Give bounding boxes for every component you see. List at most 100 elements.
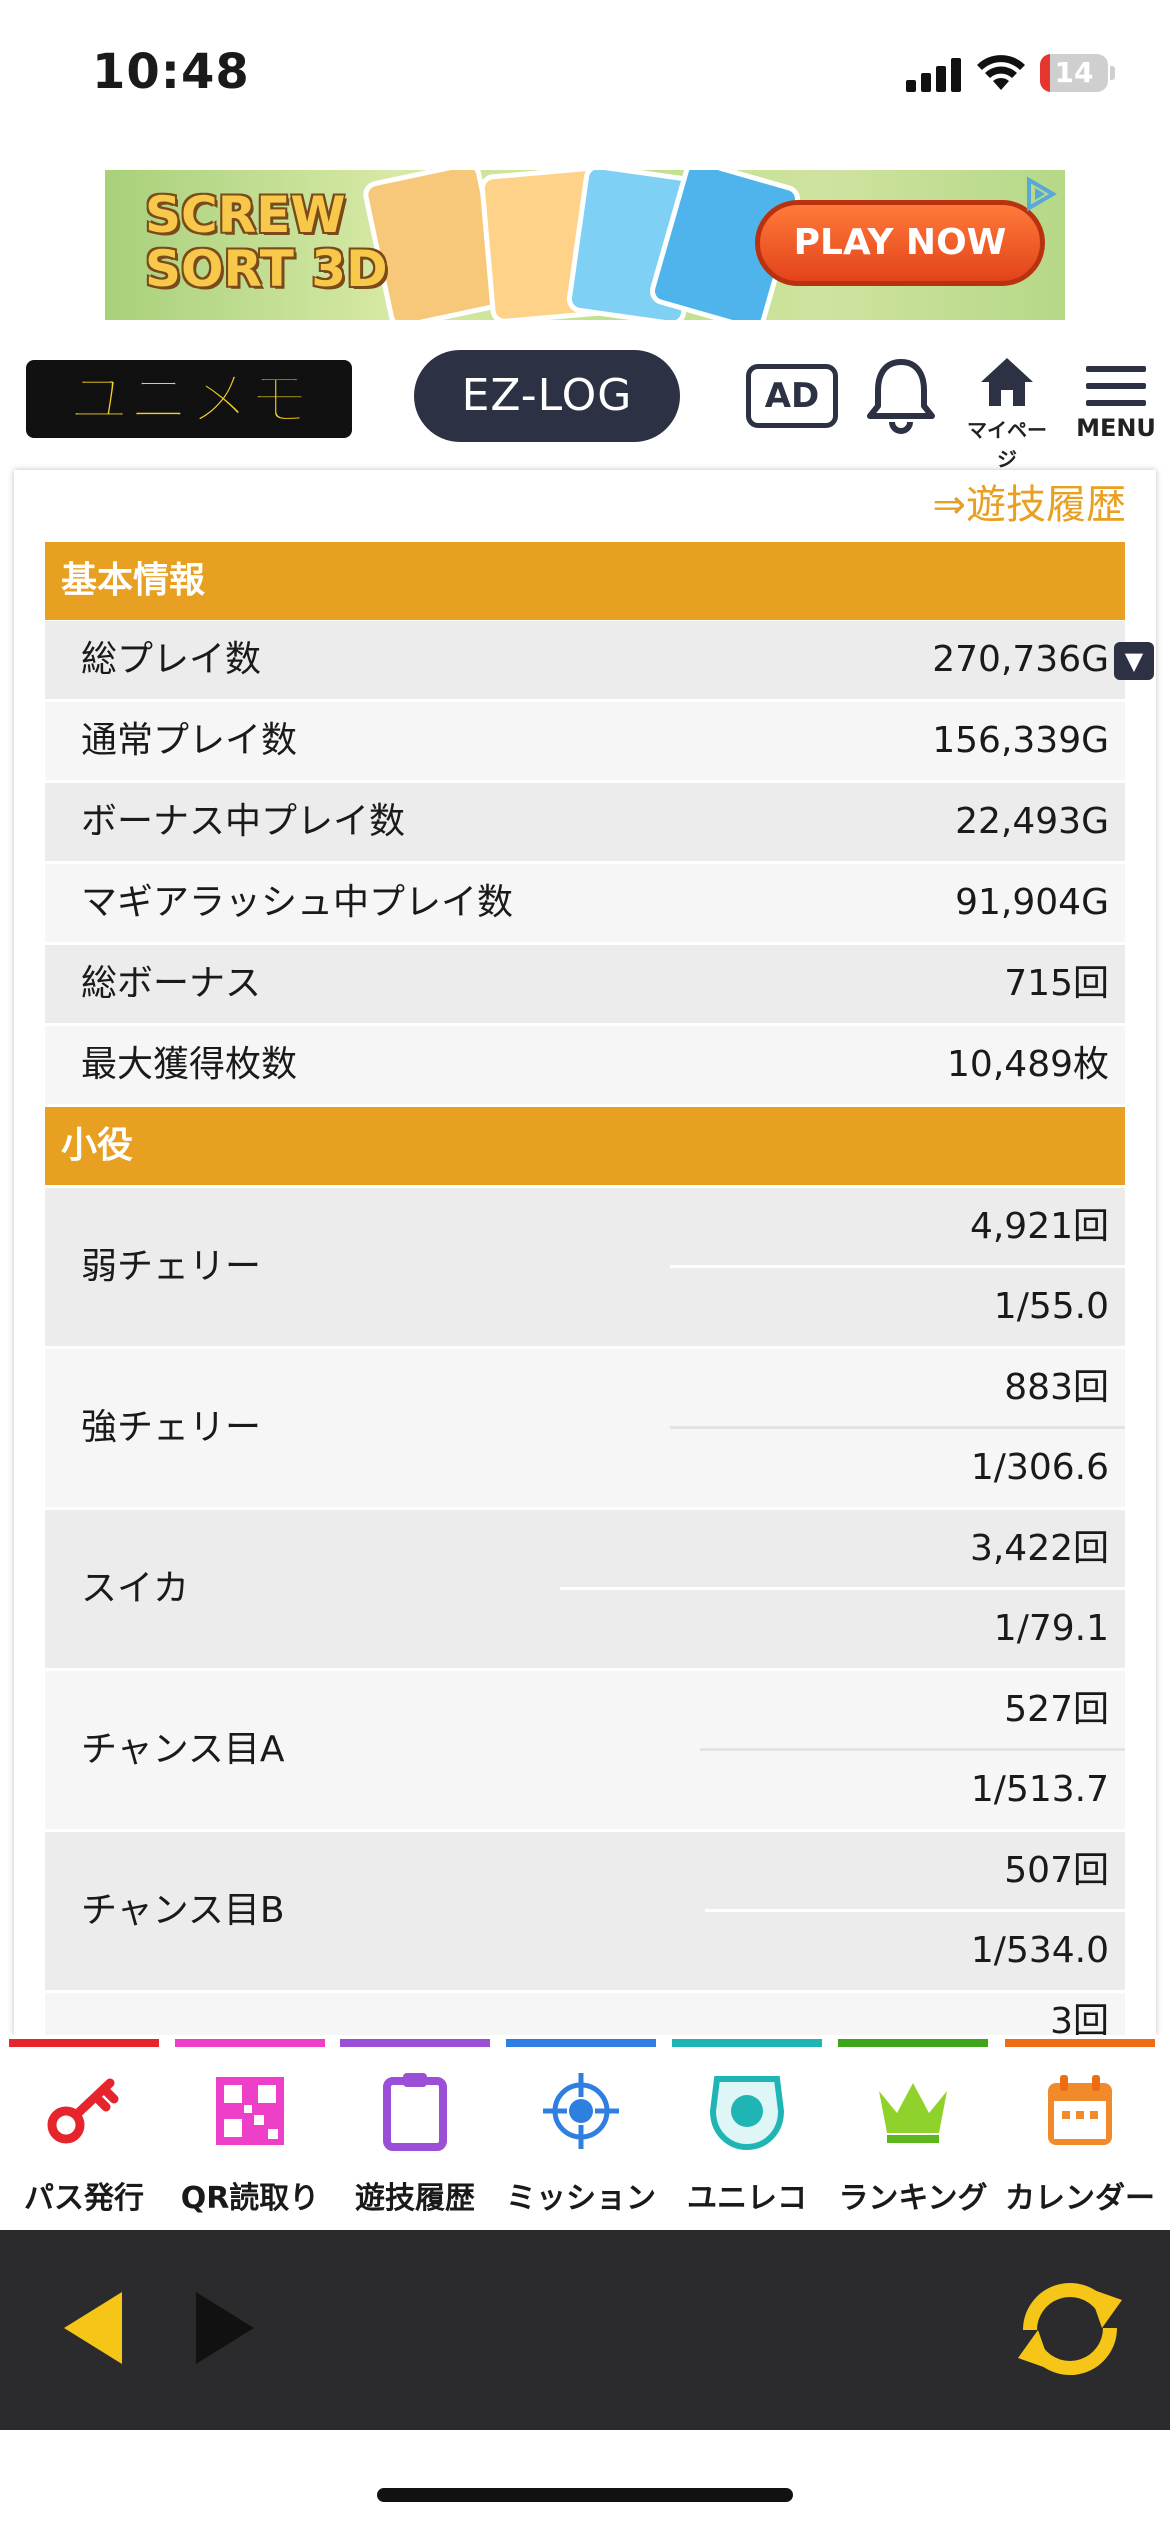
forward-arrow-icon[interactable] [188,2288,258,2368]
home-indicator[interactable] [377,2488,793,2502]
browser-toolbar [0,2230,1170,2430]
row-label: 弱チェリー [81,1246,262,1287]
nav-play-history[interactable]: 遊技履歴 [340,2035,490,2230]
small-roles-header: 小役 [45,1107,1125,1185]
nav-label: カレンダー [1005,2181,1155,2216]
row-rate: 1/55.0 [993,1286,1109,1327]
row-label: ボーナス中プレイ数 [81,801,406,842]
calendar-icon [1048,2075,1112,2145]
row-count: 3,422回 [969,1528,1109,1569]
row-value: 156,339G [932,720,1109,761]
row-value: 270,736G [932,639,1109,680]
cellular-signal-icon [906,58,961,92]
table-row: 通常プレイ数 156,339G [45,702,1125,780]
crown-icon [879,2083,947,2143]
row-label: チャンス目B [81,1890,285,1931]
basic-info-header: 基本情報 [45,542,1125,620]
ez-log-button[interactable]: EZ-LOG [414,350,680,442]
nav-ranking[interactable]: ランキング [838,2035,988,2230]
table-row: 3回 [45,1993,1125,2035]
menu-button[interactable]: MENU [1076,362,1156,452]
row-rate: 1/306.6 [970,1447,1109,1488]
row-rate: 1/534.0 [970,1930,1109,1971]
nav-mission[interactable]: ミッション [506,2035,656,2230]
qr-code-icon [216,2077,284,2145]
key-icon [47,2078,119,2144]
nav-qr-read[interactable]: QR読取り [175,2035,325,2230]
row-label: 強チェリー [81,1407,262,1448]
row-label: 総プレイ数 [81,639,262,680]
unimemo-logo[interactable]: ユニメモ [24,358,354,440]
row-value: 91,904G [955,882,1109,923]
battery-icon: 14 [1040,54,1115,92]
nav-calendar[interactable]: カレンダー [1005,2035,1155,2230]
ad-banner[interactable]: SCREW SORT 3D PLAY NOW [105,170,1065,320]
dropdown-toggle-icon[interactable]: ▼ [1114,642,1154,680]
bottom-nav: パス発行 QR読取り 遊技履歴 ミッション [0,2035,1170,2230]
nav-color-bar [1005,2039,1155,2047]
table-row: ボーナス中プレイ数 22,493G [45,783,1125,861]
mypage-button[interactable]: マイページ [962,354,1052,471]
ad-title: SCREW SORT 3D [145,186,388,298]
nav-label: QR読取り [180,2181,320,2216]
nav-label: パス発行 [24,2181,144,2216]
row-value: 22,493G [955,801,1109,842]
nav-color-bar [9,2039,159,2047]
ad-play-now-button[interactable]: PLAY NOW [755,200,1045,286]
table-row: マギアラッシュ中プレイ数 91,904G [45,864,1125,942]
nav-color-bar [340,2039,490,2047]
row-count: 3回 [1050,2001,1109,2035]
play-history-link[interactable]: ⇒遊技履歴 [932,482,1126,528]
bell-icon[interactable] [866,354,936,434]
ad-choices-icon[interactable] [1023,176,1059,212]
status-bar: 10:48 14 [0,0,1170,150]
row-value: 715回 [1004,963,1109,1004]
clipboard-icon [383,2073,447,2151]
wifi-icon [977,55,1025,90]
table-row: チャンス目B 507回 1/534.0 [45,1832,1125,1990]
nav-color-bar [672,2039,822,2047]
ad-button[interactable]: AD [746,364,838,428]
nav-pass-issue[interactable]: パス発行 [9,2035,159,2230]
reload-icon[interactable] [1010,2274,1130,2384]
row-label: 最大獲得枚数 [81,1044,298,1085]
nav-color-bar [506,2039,656,2047]
row-label: チャンス目A [81,1729,285,1770]
battery-percent: 14 [1054,56,1094,89]
row-count: 883回 [1004,1367,1109,1408]
row-count: 507回 [1004,1850,1109,1891]
row-value: 10,489枚 [947,1044,1109,1085]
row-label: マギアラッシュ中プレイ数 [81,882,514,923]
back-arrow-icon[interactable] [60,2288,130,2368]
logo-text: ユニメモ [69,365,309,435]
unireco-icon [709,2076,785,2151]
target-icon [543,2073,619,2149]
row-rate: 1/79.1 [993,1608,1109,1649]
row-rate: 1/513.7 [970,1769,1109,1810]
mypage-label: マイページ [967,418,1047,471]
table-row: 総ボーナス 715回 [45,945,1125,1023]
data-panel: ⇒遊技履歴 基本情報 総プレイ数 270,736G ▼ 通常プレイ数 156,3… [14,470,1156,2035]
table-row: 弱チェリー 4,921回 1/55.0 [45,1188,1125,1346]
nav-label: ランキング [838,2181,988,2216]
table-row: 総プレイ数 270,736G [45,621,1125,699]
nav-label: 遊技履歴 [355,2181,475,2216]
nav-label: ユニレコ [687,2181,807,2216]
table-row: スイカ 3,422回 1/79.1 [45,1510,1125,1668]
home-icon [981,358,1033,406]
hamburger-menu-icon [1086,366,1146,406]
nav-color-bar [175,2039,325,2047]
menu-label: MENU [1076,414,1156,442]
status-time: 10:48 [92,44,250,100]
table-row: 強チェリー 883回 1/306.6 [45,1349,1125,1507]
nav-label: ミッション [506,2181,656,2216]
table-row: 最大獲得枚数 10,489枚 [45,1026,1125,1104]
row-label: 総ボーナス [81,963,262,1004]
nav-color-bar [838,2039,988,2047]
nav-unireco[interactable]: ユニレコ [672,2035,822,2230]
row-label: 通常プレイ数 [81,720,298,761]
row-count: 527回 [1004,1689,1109,1730]
row-label: スイカ [81,1568,190,1609]
site-header: ユニメモ EZ-LOG AD マイページ MENU [0,340,1170,471]
table-row: チャンス目A 527回 1/513.7 [45,1671,1125,1829]
